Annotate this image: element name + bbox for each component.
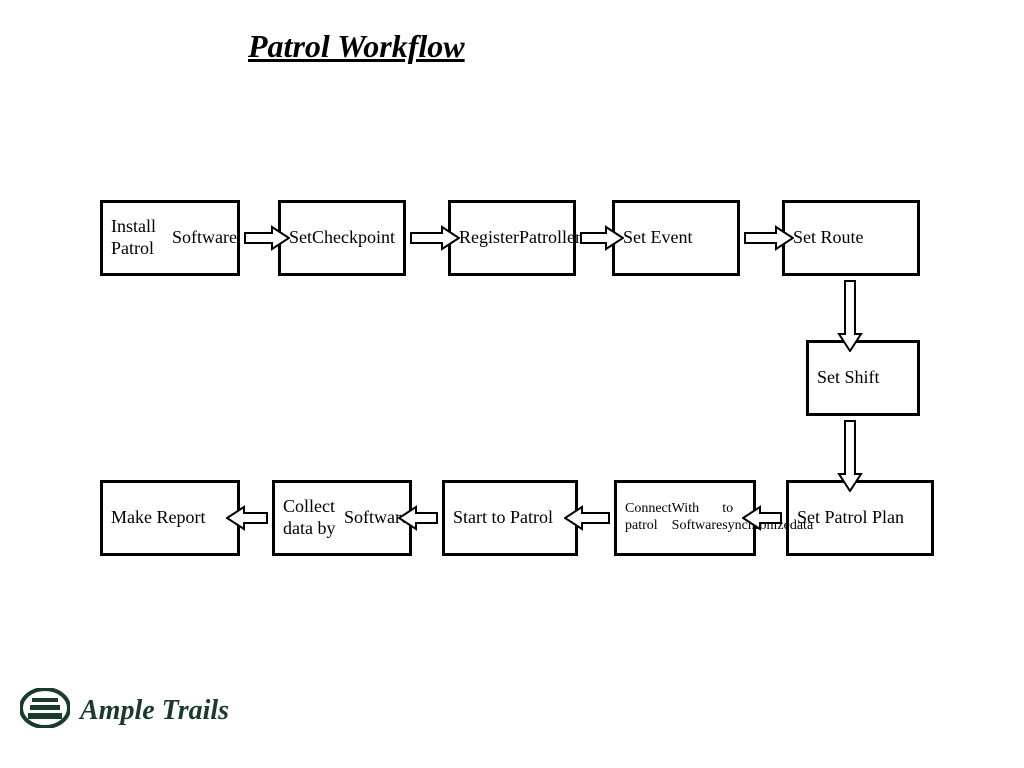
arrow-checkpoint-to-register bbox=[410, 225, 460, 251]
node-report: Make Report bbox=[100, 480, 240, 556]
arrow-shift-to-plan bbox=[837, 420, 863, 492]
node-shift: Set Shift bbox=[806, 340, 920, 416]
arrow-route-to-shift bbox=[837, 280, 863, 352]
arrow-event-to-route bbox=[744, 225, 794, 251]
node-checkpoint: SetCheckpoint bbox=[278, 200, 406, 276]
node-register: RegisterPatroller bbox=[448, 200, 576, 276]
node-install: Install PatrolSoftware bbox=[100, 200, 240, 276]
arrow-connect-to-start bbox=[564, 505, 610, 531]
logo-icon bbox=[20, 688, 70, 733]
arrow-collect-to-report bbox=[226, 505, 268, 531]
logo-text: Ample Trails bbox=[80, 695, 229, 727]
node-event: Set Event bbox=[612, 200, 740, 276]
node-route: Set Route bbox=[782, 200, 920, 276]
arrow-plan-to-connect bbox=[742, 505, 782, 531]
arrow-install-to-checkpoint bbox=[244, 225, 290, 251]
node-start: Start to Patrol bbox=[442, 480, 578, 556]
node-collect: Collect data bySoftware bbox=[272, 480, 412, 556]
node-connect: Connect patrolWith Softwareto synchroniz… bbox=[614, 480, 756, 556]
page-title: Patrol Workflow bbox=[248, 28, 465, 65]
brand-logo: Ample Trails bbox=[20, 688, 229, 733]
arrow-start-to-collect bbox=[398, 505, 438, 531]
arrow-register-to-event bbox=[580, 225, 624, 251]
